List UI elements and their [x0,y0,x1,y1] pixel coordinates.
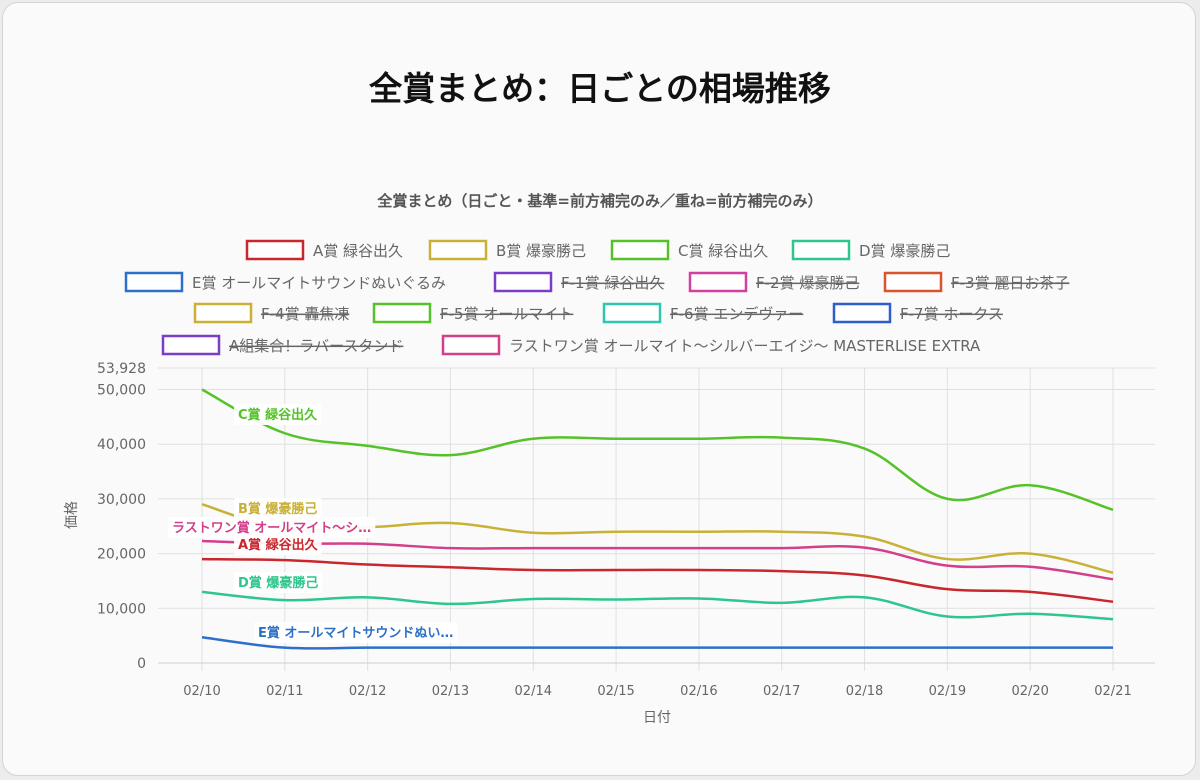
legend-swatch [161,334,221,356]
series-label-bg [234,534,322,555]
legend-label: F-7賞 ホークス [900,305,1003,323]
series-label: B賞 爆豪勝己 [234,498,322,519]
legend-label: A組集合！ラバースタンド [229,337,403,355]
series-line [201,636,1113,650]
axes: 0 10,000 20,000 30,000 40,000 50,000 53,928 02/… [97,361,1155,699]
series-lines [201,388,1114,650]
legend-label: F-2賞 爆豪勝己 [756,274,859,292]
series-label: ラストワン賞 オールマイト～シ… [168,517,376,538]
series-label-text: B賞 爆豪勝己 [238,501,317,517]
legend-item: A賞 緑谷出久 [245,239,403,261]
legend-swatch [832,302,892,324]
legend-item: F-3賞 麗日お茶子 [883,271,1069,293]
legend-item: B賞 爆豪勝己 [428,239,586,261]
legend: A賞 緑谷出久 B賞 爆豪勝己 C賞 緑谷出久 D賞 爆豪勝己 E賞 オールマイトサウン… [124,239,1069,356]
y-tick-label: 30,000 [97,492,146,508]
series-label: A賞 緑谷出久 [234,534,322,555]
legend-item: F-4賞 轟焦凍 [193,302,349,324]
x-tick-label: 02/17 [763,684,800,699]
y-tick-label: 50,000 [97,382,146,398]
legend-label: F-6賞 エンデヴァー [670,305,803,323]
legend-label: F-1賞 緑谷出久 [561,274,664,292]
legend-swatch [602,302,662,324]
legend-item: F-1賞 緑谷出久 [493,271,664,293]
series-label-text: ラストワン賞 オールマイト～シ… [172,520,371,536]
x-tick-label: 02/16 [680,684,717,699]
legend-label: E賞 オールマイトサウンドぬいぐるみ [192,274,446,292]
series-line [201,557,1114,603]
legend-swatch [428,239,488,261]
x-tick-label: 02/13 [432,684,469,699]
chart-title: 全賞まとめ（日ごと・基準=前方補完のみ／重ね=前方補完のみ） [376,192,822,210]
legend-item: F-2賞 爆豪勝己 [688,271,859,293]
x-tick-label: 02/10 [183,684,220,699]
legend-item: A組集合！ラバースタンド [161,334,403,356]
series-line [201,388,1114,512]
legend-label: F-3賞 麗日お茶子 [951,274,1069,292]
y-axis-label: 価格 [64,501,80,529]
series-label: D賞 爆豪勝己 [234,572,323,593]
legend-label: D賞 爆豪勝己 [859,242,950,260]
legend-item: E賞 オールマイトサウンドぬいぐるみ [124,271,446,293]
y-tick-label: 40,000 [97,437,146,453]
legend-swatch [441,334,501,356]
legend-swatch [610,239,670,261]
x-tick-label: 02/11 [266,684,303,699]
legend-swatch [124,271,184,293]
series-label-text: A賞 緑谷出久 [238,537,319,553]
series-label-text: D賞 爆豪勝己 [238,575,318,591]
series-label-bg [234,498,322,519]
series-label-text: C賞 緑谷出久 [238,407,318,423]
x-tick-label: 02/14 [515,684,552,699]
legend-swatch [193,302,253,324]
legend-swatch [791,239,851,261]
y-tick-label: 0 [137,656,146,672]
legend-item: F-5賞 オールマイト [372,302,573,324]
series-label-bg [234,404,322,425]
y-tick-label: 53,928 [97,361,146,377]
legend-item: F-6賞 エンデヴァー [602,302,803,324]
series-label: E賞 オールマイトサウンドぬい… [254,622,458,643]
x-tick-label: 02/19 [929,684,966,699]
legend-item: ラストワン賞 オールマイト～シルバーエイジ～ MASTERLISE EXTRA [441,334,981,356]
x-tick-label: 02/12 [349,684,386,699]
series-label-text: E賞 オールマイトサウンドぬい… [258,625,453,641]
x-axis-label: 日付 [643,710,671,726]
x-tick-label: 02/18 [846,684,883,699]
legend-swatch [688,271,748,293]
legend-item: C賞 緑谷出久 [610,239,768,261]
legend-swatch [245,239,305,261]
legend-swatch [372,302,432,324]
page-title: 全賞まとめ：日ごとの相場推移 [369,69,831,108]
y-tick-label: 10,000 [97,601,146,617]
legend-item: D賞 爆豪勝己 [791,239,950,261]
series-line [201,590,1114,621]
x-tick-label: 02/15 [597,684,634,699]
series-line [201,539,1114,581]
legend-swatch [493,271,553,293]
grid [158,367,1155,671]
legend-swatch [883,271,943,293]
series-label-bg [168,517,376,538]
legend-label: B賞 爆豪勝己 [496,242,586,260]
series-label-bg [254,622,458,643]
legend-item: F-7賞 ホークス [832,302,1003,324]
series-label: C賞 緑谷出久 [234,404,322,425]
y-tick-label: 20,000 [97,547,146,563]
legend-label: C賞 緑谷出久 [678,242,768,260]
legend-label: A賞 緑谷出久 [313,242,403,260]
x-tick-label: 02/21 [1094,684,1131,699]
legend-label: ラストワン賞 オールマイト～シルバーエイジ～ MASTERLISE EXTRA [509,337,981,355]
legend-label: F-5賞 オールマイト [440,305,573,323]
x-tick-label: 02/20 [1011,684,1048,699]
legend-label: F-4賞 轟焦凍 [261,305,349,323]
series-label-bg [234,572,323,593]
